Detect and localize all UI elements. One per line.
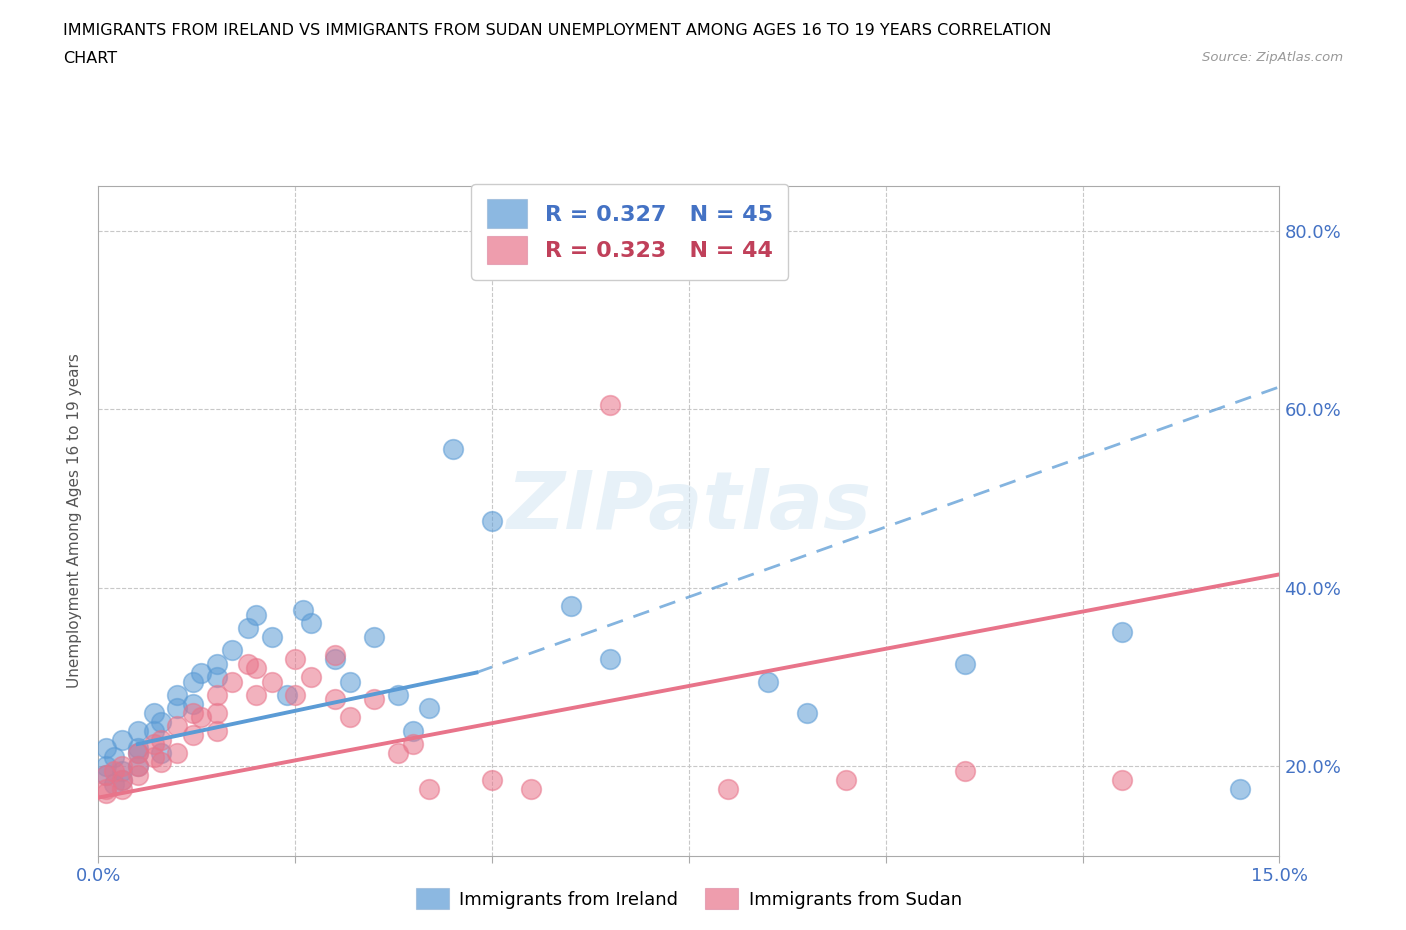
Point [103,764,125,778]
Point [323,647,346,662]
Point [181,705,204,720]
Point [418,781,440,796]
Point [103,750,125,764]
Point [127,759,149,774]
Point [190,665,212,680]
Text: Source: ZipAtlas.com: Source: ZipAtlas.com [1202,51,1343,64]
Point [1111,625,1133,640]
Point [1111,772,1133,787]
Point [481,513,503,528]
Point [363,630,385,644]
Point [339,674,361,689]
Point [299,670,322,684]
Point [260,674,283,689]
Point [127,746,149,761]
Text: ZIPatlas: ZIPatlas [506,469,872,547]
Point [520,781,543,796]
Point [96,768,118,783]
Legend: Immigrants from Ireland, Immigrants from Sudan: Immigrants from Ireland, Immigrants from… [409,881,969,916]
Point [111,781,134,796]
Point [560,598,582,613]
Point [953,764,976,778]
Point [166,701,188,716]
Point [166,719,188,734]
Point [205,724,228,738]
Point [387,746,409,761]
Point [276,687,298,702]
Point [166,687,188,702]
Point [953,657,976,671]
Point [481,772,503,787]
Point [221,643,243,658]
Point [205,670,228,684]
Point [96,741,118,756]
Point [387,687,409,702]
Point [402,724,425,738]
Point [363,692,385,707]
Point [236,620,259,635]
Point [418,701,440,716]
Point [150,746,173,761]
Point [181,674,204,689]
Point [181,697,204,711]
Point [284,687,307,702]
Point [96,786,118,801]
Point [441,442,464,457]
Point [150,732,173,747]
Point [236,657,259,671]
Point [111,772,134,787]
Point [599,397,621,412]
Point [127,759,149,774]
Point [142,737,165,751]
Point [284,652,307,667]
Point [142,724,165,738]
Point [111,732,134,747]
Point [323,652,346,667]
Point [96,781,118,796]
Point [127,741,149,756]
Point [127,724,149,738]
Point [245,607,267,622]
Point [111,772,134,787]
Text: CHART: CHART [63,51,117,66]
Point [717,781,740,796]
Y-axis label: Unemployment Among Ages 16 to 19 years: Unemployment Among Ages 16 to 19 years [67,353,83,688]
Point [111,764,134,778]
Point [221,674,243,689]
Point [181,727,204,742]
Point [142,705,165,720]
Legend: R = 0.327   N = 45, R = 0.323   N = 44: R = 0.327 N = 45, R = 0.323 N = 44 [471,184,789,280]
Point [260,630,283,644]
Point [323,692,346,707]
Point [150,714,173,729]
Point [127,768,149,783]
Text: IMMIGRANTS FROM IRELAND VS IMMIGRANTS FROM SUDAN UNEMPLOYMENT AMONG AGES 16 TO 1: IMMIGRANTS FROM IRELAND VS IMMIGRANTS FR… [63,23,1052,38]
Point [292,603,315,618]
Point [245,660,267,675]
Point [166,746,188,761]
Point [835,772,858,787]
Point [127,746,149,761]
Point [96,768,118,783]
Point [205,657,228,671]
Point [205,705,228,720]
Point [245,687,267,702]
Point [142,750,165,764]
Point [103,777,125,791]
Point [756,674,779,689]
Point [190,710,212,724]
Point [796,705,818,720]
Point [150,754,173,769]
Point [339,710,361,724]
Point [1229,781,1251,796]
Point [111,759,134,774]
Point [599,652,621,667]
Point [299,616,322,631]
Point [205,687,228,702]
Point [402,737,425,751]
Point [96,759,118,774]
